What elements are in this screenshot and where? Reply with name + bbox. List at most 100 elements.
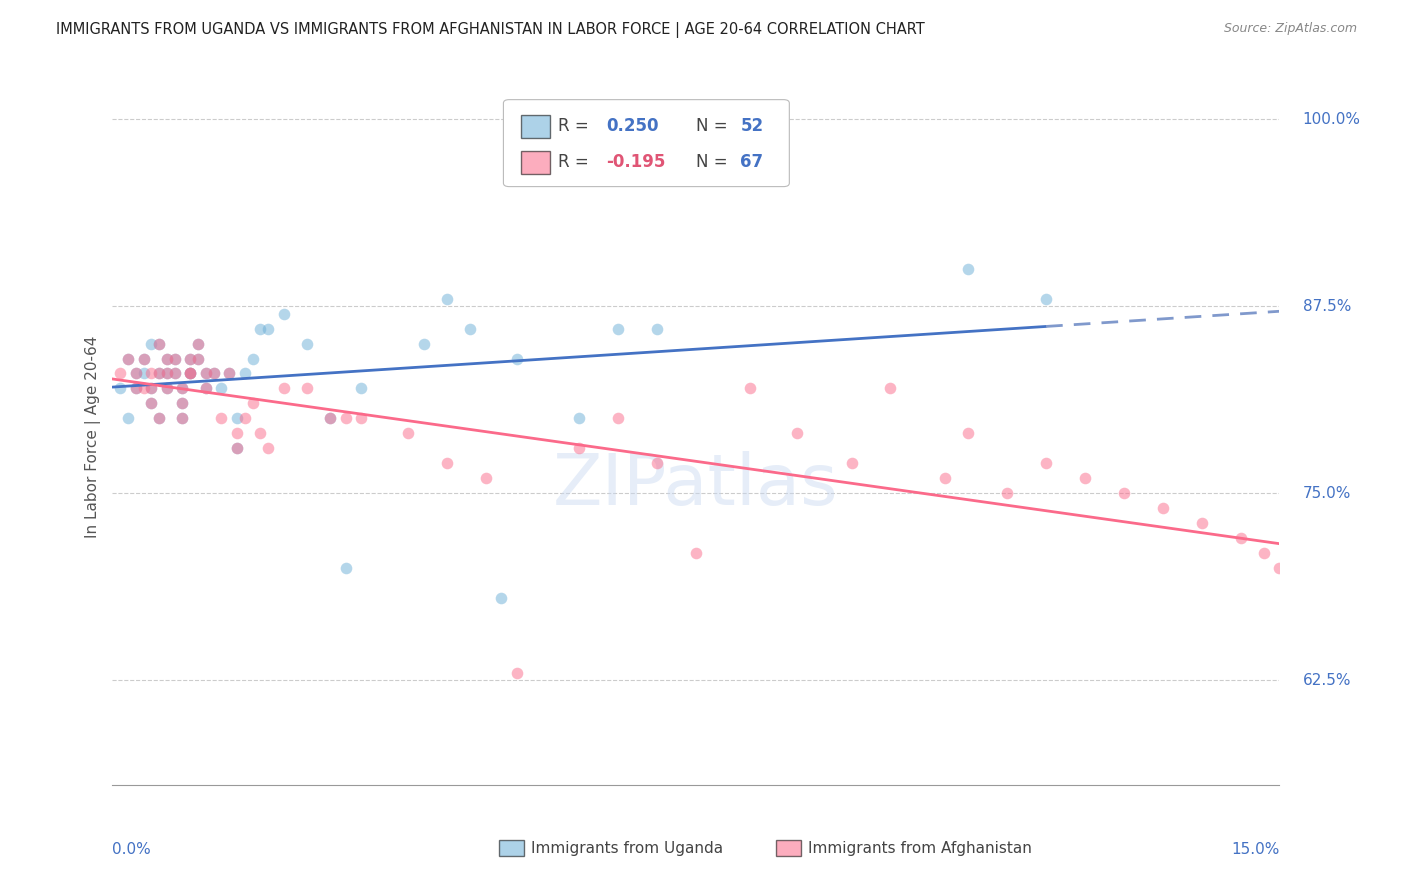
Point [273,307,295,321]
Point [934,471,956,485]
Point [233,411,256,425]
Point [1112,486,1135,500]
Point [209,381,232,395]
Point [187,336,209,351]
Point [156,367,179,381]
Point [172,381,194,395]
FancyBboxPatch shape [520,115,550,138]
Point [156,381,179,395]
Point [436,456,458,470]
Point [194,381,217,395]
Point [187,336,209,351]
Point [1284,576,1306,591]
Point [226,411,249,425]
Point [273,381,295,395]
Point [125,367,148,381]
Text: 0.0%: 0.0% [112,842,152,857]
Point [148,367,170,381]
Text: 0.250: 0.250 [606,117,658,135]
Text: N =: N = [696,117,733,135]
Point [412,336,434,351]
Point [475,471,498,485]
Point [1035,456,1057,470]
Point [295,336,318,351]
Point [172,411,194,425]
Point [242,351,264,366]
Y-axis label: In Labor Force | Age 20-64: In Labor Force | Age 20-64 [86,336,101,538]
Point [141,381,163,395]
Point [148,411,170,425]
Point [335,411,357,425]
Point [1268,561,1291,575]
Text: IMMIGRANTS FROM UGANDA VS IMMIGRANTS FROM AFGHANISTAN IN LABOR FORCE | AGE 20-64: IMMIGRANTS FROM UGANDA VS IMMIGRANTS FRO… [56,22,925,38]
Point [179,351,201,366]
Point [249,321,271,335]
Point [957,426,980,441]
Text: R =: R = [558,153,595,171]
Point [194,381,217,395]
Point [568,442,591,456]
Point [163,367,186,381]
Point [1330,606,1353,620]
Point [156,351,179,366]
Point [491,591,513,605]
Point [125,367,148,381]
Point [148,411,170,425]
Point [218,367,240,381]
Point [179,351,201,366]
Point [1035,292,1057,306]
Point [568,411,591,425]
Point [506,351,529,366]
Point [1152,501,1174,516]
Point [226,442,249,456]
Point [194,367,217,381]
Point [645,321,668,335]
Point [607,411,630,425]
Point [350,381,373,395]
Point [179,367,201,381]
Point [740,381,762,395]
Point [335,561,357,575]
Point [148,367,170,381]
Point [179,367,201,381]
Point [460,321,482,335]
Text: 87.5%: 87.5% [1303,299,1351,314]
Point [995,486,1018,500]
Point [194,367,217,381]
Point [110,367,132,381]
Point [786,426,808,441]
Point [125,381,148,395]
Point [163,351,186,366]
Point [163,351,186,366]
Point [1229,531,1251,545]
Text: 75.0%: 75.0% [1303,485,1351,500]
Text: 67: 67 [741,153,763,171]
Point [249,426,271,441]
Point [436,292,458,306]
Point [141,396,163,410]
Point [132,367,155,381]
Text: N =: N = [696,153,733,171]
Point [319,411,342,425]
Point [132,381,155,395]
Point [645,456,668,470]
Point [1308,591,1330,605]
Point [242,396,264,410]
Point [257,321,280,335]
Point [179,367,201,381]
Text: 62.5%: 62.5% [1303,673,1351,688]
Point [1253,546,1275,560]
Point [117,411,139,425]
Point [156,351,179,366]
Point [172,396,194,410]
Point [172,381,194,395]
FancyBboxPatch shape [503,100,789,186]
Point [141,396,163,410]
Point [141,367,163,381]
Point [506,665,529,680]
Point [187,351,209,366]
Point [319,411,342,425]
Point [148,336,170,351]
Point [957,261,980,276]
Point [1074,471,1097,485]
